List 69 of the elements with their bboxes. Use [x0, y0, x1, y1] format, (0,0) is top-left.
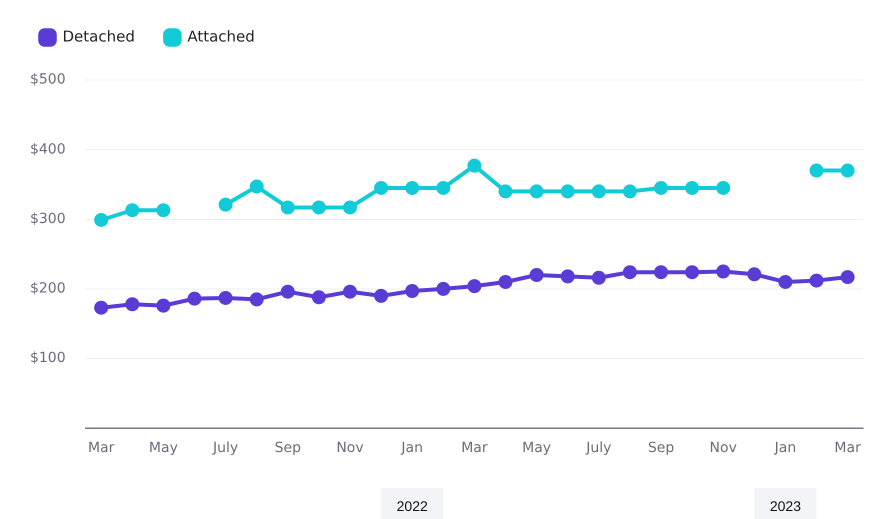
x-tick-label: Mar: [88, 440, 115, 456]
point: [342, 284, 357, 299]
x-tick-label: Jan: [400, 440, 423, 456]
point: [560, 184, 575, 198]
point: [467, 279, 482, 294]
point: [840, 270, 855, 284]
point: [622, 265, 637, 280]
point: [250, 292, 264, 306]
y-tick-label: $200: [30, 280, 66, 297]
point: [218, 290, 233, 305]
x-tick-label: May: [148, 440, 178, 456]
legend-label: Attached: [187, 27, 255, 46]
y-tick-label: $500: [30, 72, 66, 88]
x-tick-label: Mar: [834, 440, 862, 456]
x-tick-label: May: [522, 440, 552, 456]
point: [560, 269, 575, 284]
point: [94, 300, 108, 315]
point: [125, 297, 140, 312]
x-tick-label: Nov: [336, 440, 364, 456]
y-tick-label: $100: [30, 350, 66, 366]
legend-label: Detached: [62, 27, 135, 46]
point: [374, 180, 388, 195]
point: [280, 284, 295, 299]
point: [187, 292, 202, 306]
x-tick-label: Sep: [648, 440, 674, 456]
point: [312, 200, 326, 214]
point: [530, 184, 544, 198]
point: [622, 184, 637, 198]
point: [716, 180, 730, 195]
point: [530, 268, 544, 282]
x-tick-label: Mar: [461, 440, 488, 456]
point: [685, 180, 700, 195]
point: [467, 158, 482, 173]
text: 2023: [770, 498, 802, 514]
point: [125, 203, 140, 218]
point: [250, 180, 264, 194]
point: [94, 212, 108, 227]
point: [654, 265, 668, 280]
x-tick-label: Nov: [710, 440, 737, 456]
point: [498, 184, 512, 198]
y-tick-label: $400: [30, 141, 66, 158]
point: [716, 264, 730, 279]
point: [156, 203, 170, 218]
point: [312, 290, 326, 304]
point: [747, 267, 762, 282]
point: [436, 180, 450, 195]
point: [436, 282, 450, 296]
y-tick-label: $300: [30, 210, 66, 227]
point: [374, 288, 388, 303]
point: [156, 298, 170, 313]
point: [810, 164, 824, 178]
point: [280, 200, 295, 214]
point: [342, 200, 357, 214]
text: 2022: [396, 498, 428, 514]
point: [405, 284, 420, 298]
point: [498, 274, 512, 289]
x-tick-label: July: [585, 440, 612, 456]
point: [654, 180, 668, 195]
point: [218, 198, 233, 212]
x-tick-label: July: [212, 440, 238, 456]
x-tick-label: Sep: [274, 440, 302, 456]
point: [840, 164, 855, 178]
point: [592, 184, 606, 198]
point: [778, 274, 792, 289]
x-tick-label: Jan: [774, 440, 796, 456]
point: [810, 274, 824, 288]
point: [405, 180, 420, 195]
point: [592, 270, 606, 285]
point: [685, 265, 700, 280]
